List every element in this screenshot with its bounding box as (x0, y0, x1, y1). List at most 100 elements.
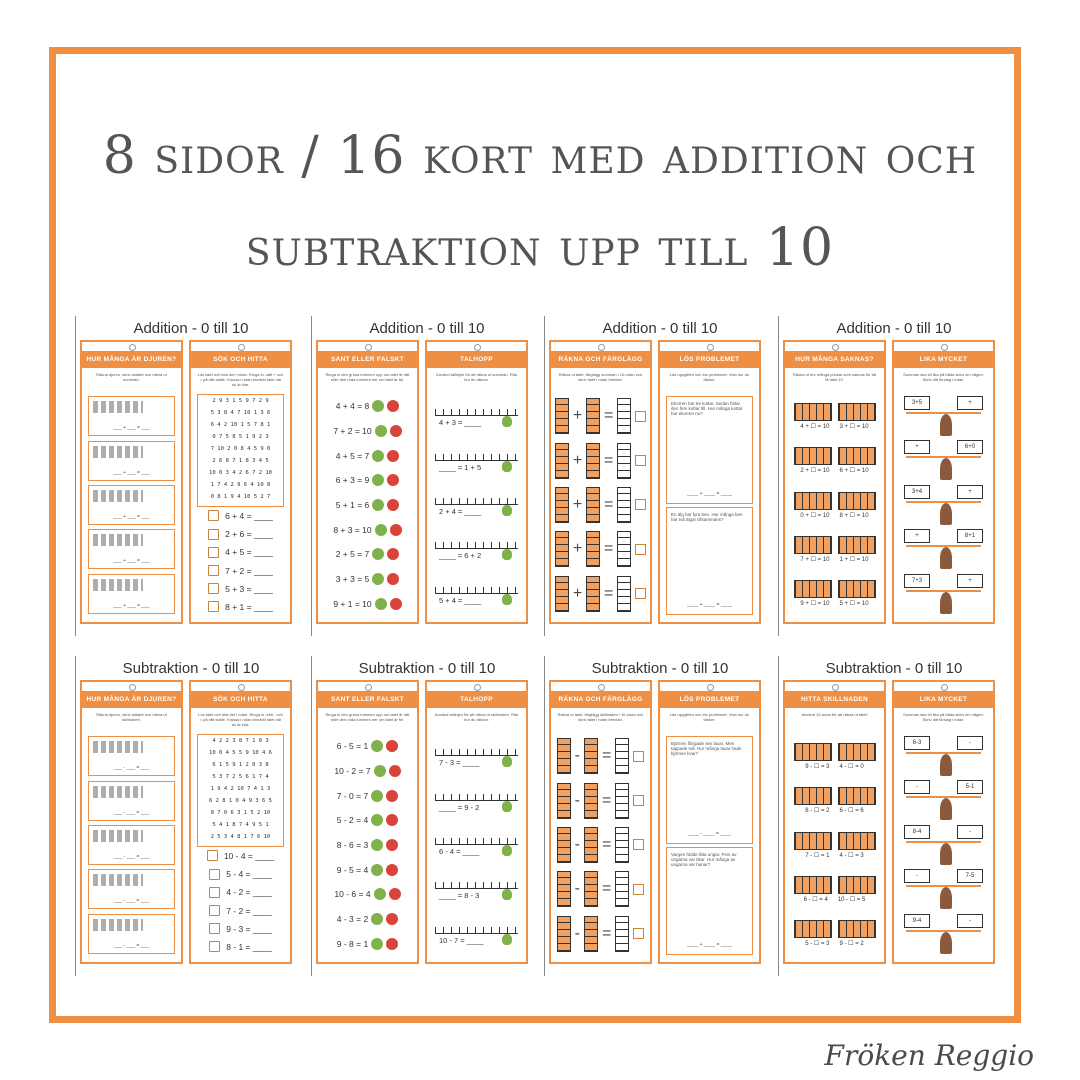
number-line: ____ = 1 + 5 (431, 448, 522, 474)
equation-text: 8 + 1 = ____ (225, 601, 273, 612)
number-line-axis (435, 749, 518, 757)
task-card: Hur många är djuren? Räkna djuren, skriv … (80, 340, 183, 624)
answer-blanks: ___ - ___ = ___ (113, 765, 150, 772)
animal-task: ___ + ___ = ___ (88, 396, 175, 437)
equation-row: 9 + ☐ = 10 5 + ☐ = 10 (800, 600, 868, 607)
title-line-1: 8 sidor / 16 kort med addition och (102, 126, 978, 186)
scale-stand-icon (940, 798, 952, 821)
card-instruction: Räkna djuren, skriv antalet och räkna ut… (96, 712, 167, 722)
balance-scale: 6-3 - (898, 734, 989, 778)
card-header: Sant eller falskt (318, 691, 417, 708)
scale-beam (906, 752, 981, 754)
card-tasks: 4 + 4 = 8 7 + 2 = 10 4 + 5 = 7 6 + 3 = 9 5 +… (322, 394, 413, 616)
scale-beam (906, 840, 981, 843)
card-instruction: Använd tallinjen för att räkna ut skilln… (434, 712, 519, 722)
card-header: Lös problemet (660, 351, 759, 368)
task-card: Hur många saknas? Räkna ut hur många pric… (783, 340, 886, 624)
ten-frame (837, 831, 876, 850)
grid-row: 2 5 3 4 8 1 7 6 10 (210, 834, 271, 840)
frog-icon (502, 933, 512, 945)
ten-frame (583, 871, 598, 908)
operator: + (572, 584, 583, 602)
thumbs-up-icon (372, 548, 385, 561)
ten-frame (793, 491, 832, 510)
checkbox-icon (208, 601, 220, 613)
ten-frame (793, 920, 832, 939)
answer-blanks: ___ + ___ = ___ (113, 602, 150, 609)
ten-frame (615, 782, 630, 819)
equation-text: 2 + 6 = ____ (225, 529, 273, 540)
equation-row: 4 - 2 = ____ (195, 883, 286, 901)
frog-icon (502, 549, 512, 561)
thumbs-up-icon (373, 888, 386, 901)
equation-text: 4 - 3 = 2 (336, 913, 369, 924)
equation-text: 2 + 5 = 7 (335, 549, 370, 560)
answer-blanks: ___ + ___ = ___ (113, 469, 150, 476)
number-line-axis (435, 793, 518, 801)
card-header: Hitta skillnaden (785, 691, 884, 708)
page-divider (75, 316, 76, 636)
equation-text: 9 - 3 = ____ (226, 923, 272, 934)
ten-frame (555, 398, 569, 435)
word-problem: Björnen fångade sex laxar. Men tappade t… (666, 735, 753, 844)
balance-scale: +6+0 (898, 438, 989, 482)
equation-text: 7 + 2 = ____ (225, 565, 273, 576)
scale-pan-left: 3+5 (904, 396, 930, 410)
equation-row: 7 - 0 = 7 (322, 786, 413, 806)
thumbs-up-icon (372, 474, 385, 487)
ten-frame (586, 442, 600, 479)
ten-frame (583, 826, 598, 863)
scale-stand-icon (940, 502, 952, 525)
thumbs-down-icon (386, 789, 399, 802)
task-card: Talhopp Använd tallinjen för att räkna ut… (425, 680, 528, 964)
card-header: Lika mycket (894, 691, 993, 708)
answer-blanks: ___ + ___ = ___ (113, 513, 150, 520)
grid-row: 2 6 8 7 1 8 3 4 5 (212, 458, 269, 464)
thumbs-up-icon (371, 863, 384, 876)
ten-frame-row (793, 742, 876, 761)
checkbox-icon (209, 941, 221, 953)
page-divider (778, 316, 779, 636)
thumbs-down-icon (387, 548, 400, 561)
ten-frame (837, 580, 876, 599)
ten-frame (793, 535, 832, 554)
number-line: 2 + 4 = ____ (431, 492, 522, 518)
punch-hole-icon (832, 344, 839, 351)
equation-row: 8 - 6 = 3 (322, 835, 413, 855)
scale-pan-right: 6+0 (957, 440, 983, 455)
operator: = (601, 791, 612, 809)
equation-text: 6 - ☐ = 6 (839, 808, 864, 815)
answer-blanks: ____ + ____ = ____ (687, 490, 732, 497)
ten-frame-row (793, 920, 876, 939)
animal-task: ___ - ___ = ___ (88, 913, 175, 954)
equation-row: 5 - 4 = ____ (195, 865, 286, 883)
punch-hole-icon (707, 684, 714, 691)
card-tasks: ___ - ___ = ___ ___ - ___ = ___ ___ - ___ … (86, 734, 177, 956)
checkbox-icon (206, 850, 218, 862)
answer-blanks: ___ - ___ = ___ (113, 809, 150, 816)
card-header: Sök och Hitta (191, 351, 290, 368)
animal-task: ___ + ___ = ___ (88, 573, 175, 614)
problem-text: Vargen födde åtta ungar. Fem av ungarna … (671, 851, 737, 867)
equation-text: 4 + 3 = ____ (439, 418, 482, 428)
equation-text: 8 - ☐ = 2 (805, 808, 830, 815)
balance-scale: 3+5 + (898, 394, 989, 438)
animals-illustration (93, 578, 143, 591)
ten-frame (837, 491, 876, 510)
equation-text: ____ = 9 - 2 (439, 802, 480, 812)
equation-text: 5 + 3 = ____ (225, 583, 273, 594)
equation-row: 7 - ☐ = 1 4 - ☐ = 3 (805, 852, 863, 859)
equation-text: 10 - 2 = 7 (334, 765, 371, 776)
equation-text: 7 - 0 = 7 (336, 790, 369, 801)
equation-text: 8 + ☐ = 10 (839, 512, 869, 519)
equation-text: 6 - ☐ = 4 (803, 896, 828, 903)
task-card: Sant eller falskt Ringa in den gröna tumm… (316, 680, 419, 964)
ten-frame (793, 402, 832, 421)
thumbs-down-icon (386, 912, 399, 925)
scale-pan-right: + (957, 484, 983, 499)
equation-text: 9 + 1 = 10 (333, 598, 372, 609)
problem-text: Björnen fångade sex laxar. Men tappade t… (671, 740, 742, 756)
task-card: Sök och Hitta Lös talet och leta det i ru… (189, 340, 292, 624)
number-line-axis (435, 882, 518, 890)
equation-row: 8 + 1 = ____ (195, 598, 286, 616)
